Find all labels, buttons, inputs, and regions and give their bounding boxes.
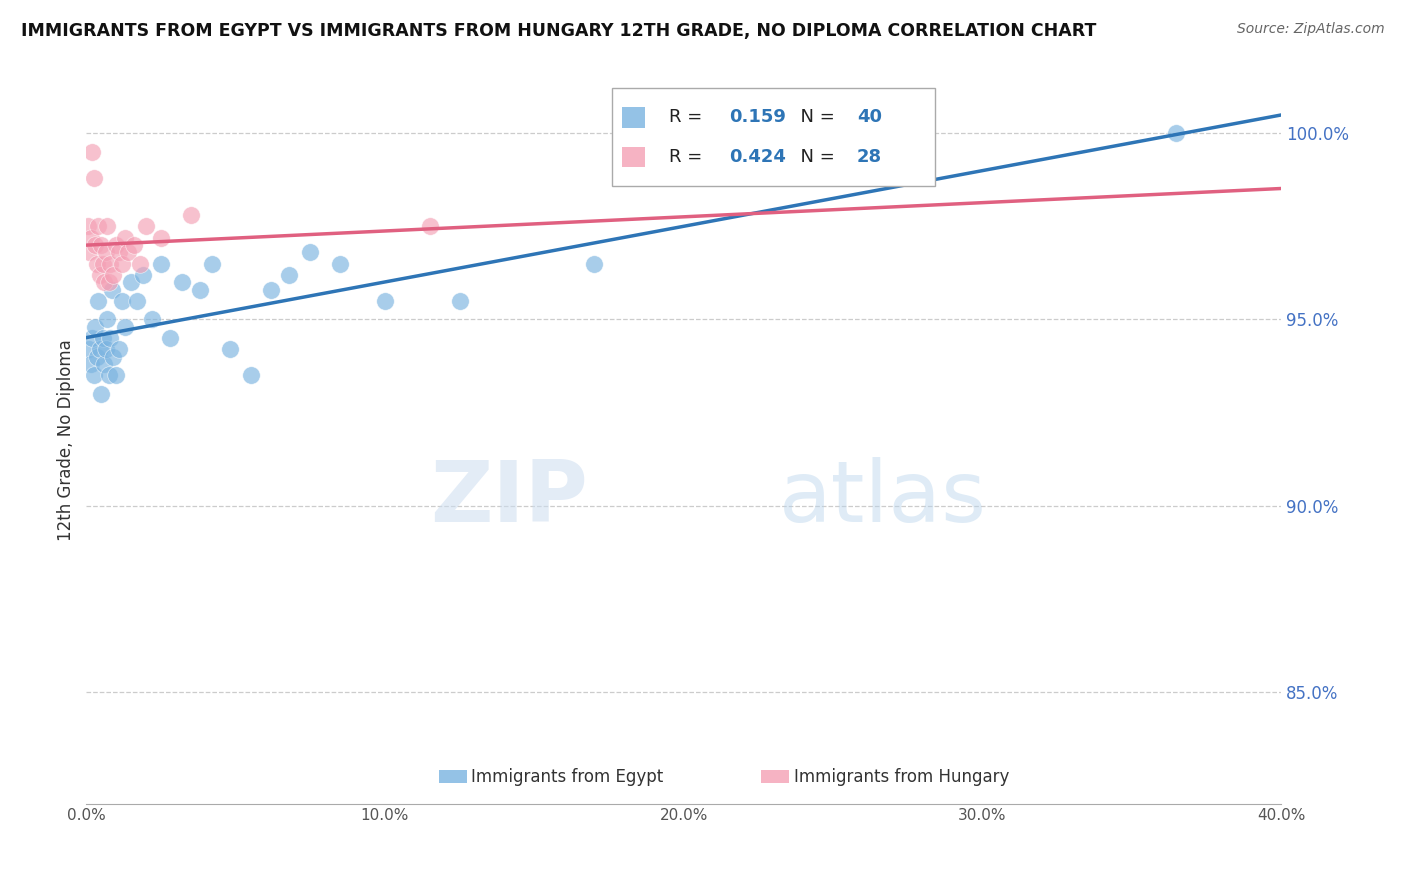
Text: atlas: atlas [779, 457, 987, 541]
Text: N =: N = [789, 109, 841, 127]
Point [111, 293, 134, 308]
Point [87, 219, 110, 234]
Point [83, 171, 105, 186]
Point [218, 343, 240, 357]
Point [86, 257, 108, 271]
Point [419, 219, 441, 234]
Point [108, 245, 131, 260]
Point [105, 238, 128, 252]
Point [80, 230, 103, 244]
Point [76, 219, 98, 234]
Point [449, 293, 471, 308]
Point [101, 350, 124, 364]
Point [132, 268, 155, 282]
Text: 0.159: 0.159 [730, 109, 786, 127]
Point [114, 320, 136, 334]
FancyBboxPatch shape [761, 770, 789, 783]
Point [129, 257, 152, 271]
Point [299, 245, 322, 260]
Point [97, 275, 120, 289]
Point [84, 238, 107, 252]
Point [135, 219, 157, 234]
Point [89, 343, 111, 357]
Point [180, 208, 202, 222]
Point [82, 331, 104, 345]
Text: 0.424: 0.424 [730, 148, 786, 166]
Point [149, 230, 172, 244]
Point [278, 268, 301, 282]
Point [141, 312, 163, 326]
Point [117, 245, 139, 260]
Point [96, 219, 118, 234]
Point [91, 257, 114, 271]
Point [239, 368, 262, 383]
Point [374, 293, 396, 308]
FancyBboxPatch shape [439, 770, 467, 783]
Point [91, 331, 114, 345]
FancyBboxPatch shape [621, 107, 645, 128]
Point [159, 331, 181, 345]
Point [120, 275, 142, 289]
Text: R =: R = [669, 148, 709, 166]
Point [90, 238, 112, 252]
Point [122, 238, 145, 252]
Point [93, 357, 115, 371]
Point [101, 268, 124, 282]
Point [87, 293, 110, 308]
FancyBboxPatch shape [621, 147, 645, 168]
Point [82, 145, 104, 159]
Point [149, 257, 172, 271]
Point [105, 368, 128, 383]
Point [114, 230, 136, 244]
Point [98, 257, 121, 271]
Point [582, 257, 605, 271]
Point [84, 320, 107, 334]
Text: IMMIGRANTS FROM EGYPT VS IMMIGRANTS FROM HUNGARY 12TH GRADE, NO DIPLOMA CORRELAT: IMMIGRANTS FROM EGYPT VS IMMIGRANTS FROM… [21, 22, 1097, 40]
FancyBboxPatch shape [612, 88, 935, 186]
Point [125, 293, 148, 308]
Text: R =: R = [669, 109, 709, 127]
Point [201, 257, 224, 271]
Point [77, 245, 100, 260]
Point [83, 368, 105, 383]
Point [80, 357, 103, 371]
Point [329, 257, 352, 271]
Point [108, 343, 131, 357]
Point [100, 283, 122, 297]
Text: 40: 40 [856, 109, 882, 127]
Point [90, 387, 112, 401]
Point [94, 245, 117, 260]
Text: Immigrants from Hungary: Immigrants from Hungary [793, 768, 1010, 786]
Point [77, 343, 100, 357]
Point [188, 283, 211, 297]
Point [89, 268, 111, 282]
Text: Source: ZipAtlas.com: Source: ZipAtlas.com [1237, 22, 1385, 37]
Point [93, 275, 115, 289]
Point [97, 368, 120, 383]
Text: Immigrants from Egypt: Immigrants from Egypt [471, 768, 664, 786]
Point [96, 312, 118, 326]
Text: N =: N = [789, 148, 841, 166]
Point [111, 257, 134, 271]
Point [86, 350, 108, 364]
Point [98, 331, 121, 345]
Point [1166, 126, 1188, 140]
Text: 28: 28 [856, 148, 882, 166]
Point [260, 283, 283, 297]
Point [94, 343, 117, 357]
Y-axis label: 12th Grade, No Diploma: 12th Grade, No Diploma [58, 340, 75, 541]
Text: ZIP: ZIP [430, 457, 588, 541]
Point [170, 275, 193, 289]
